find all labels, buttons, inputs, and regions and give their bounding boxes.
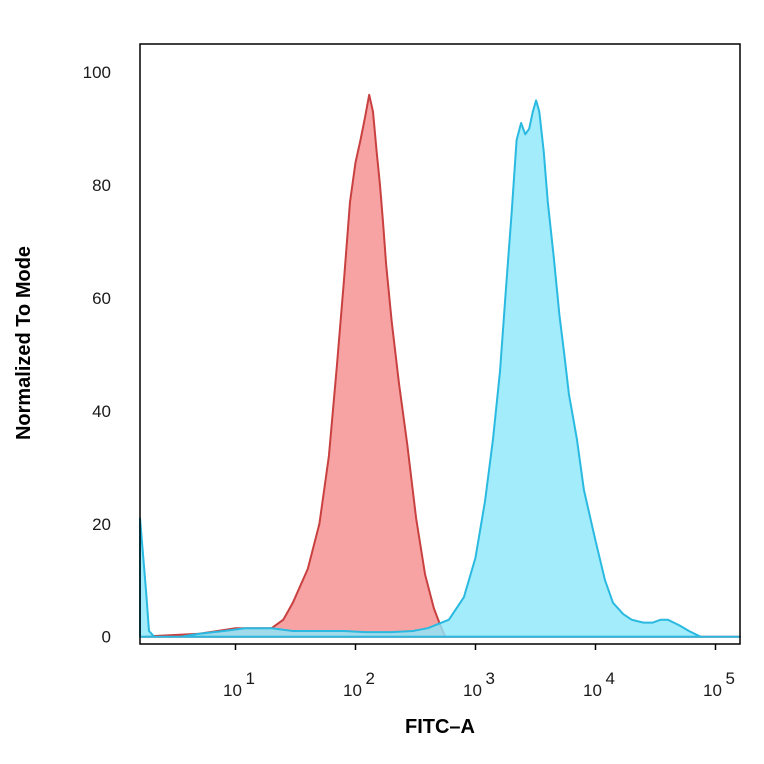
histogram-series-1 bbox=[139, 93, 741, 638]
y-tick-label: 20 bbox=[92, 515, 111, 534]
y-axis-ticks: 0 20 40 60 80 100 bbox=[83, 63, 111, 647]
x-tick-exponent: 4 bbox=[606, 669, 615, 688]
x-tick-exponent: 1 bbox=[246, 669, 255, 688]
y-tick-label: 80 bbox=[92, 176, 111, 195]
y-axis-title: Normalized To Mode bbox=[13, 246, 35, 440]
x-tick-label: 10 bbox=[343, 681, 362, 700]
x-tick-exponent: 5 bbox=[726, 669, 735, 688]
x-tick-exponent: 2 bbox=[366, 669, 375, 688]
series-layer bbox=[139, 93, 741, 638]
y-tick-label: 0 bbox=[102, 628, 111, 647]
x-tick-label: 10 bbox=[463, 681, 482, 700]
x-tick-label: 10 bbox=[583, 681, 602, 700]
x-axis-title: FITC–A bbox=[405, 716, 475, 738]
histogram-series-2 bbox=[139, 99, 741, 638]
y-tick-label: 60 bbox=[92, 289, 111, 308]
plot-frame bbox=[139, 43, 741, 645]
y-tick-label: 100 bbox=[83, 63, 111, 82]
x-tick-label: 10 bbox=[703, 681, 722, 700]
x-tick-label: 10 bbox=[223, 681, 242, 700]
x-tick-exponent: 3 bbox=[486, 669, 495, 688]
y-tick-label: 40 bbox=[92, 402, 111, 421]
